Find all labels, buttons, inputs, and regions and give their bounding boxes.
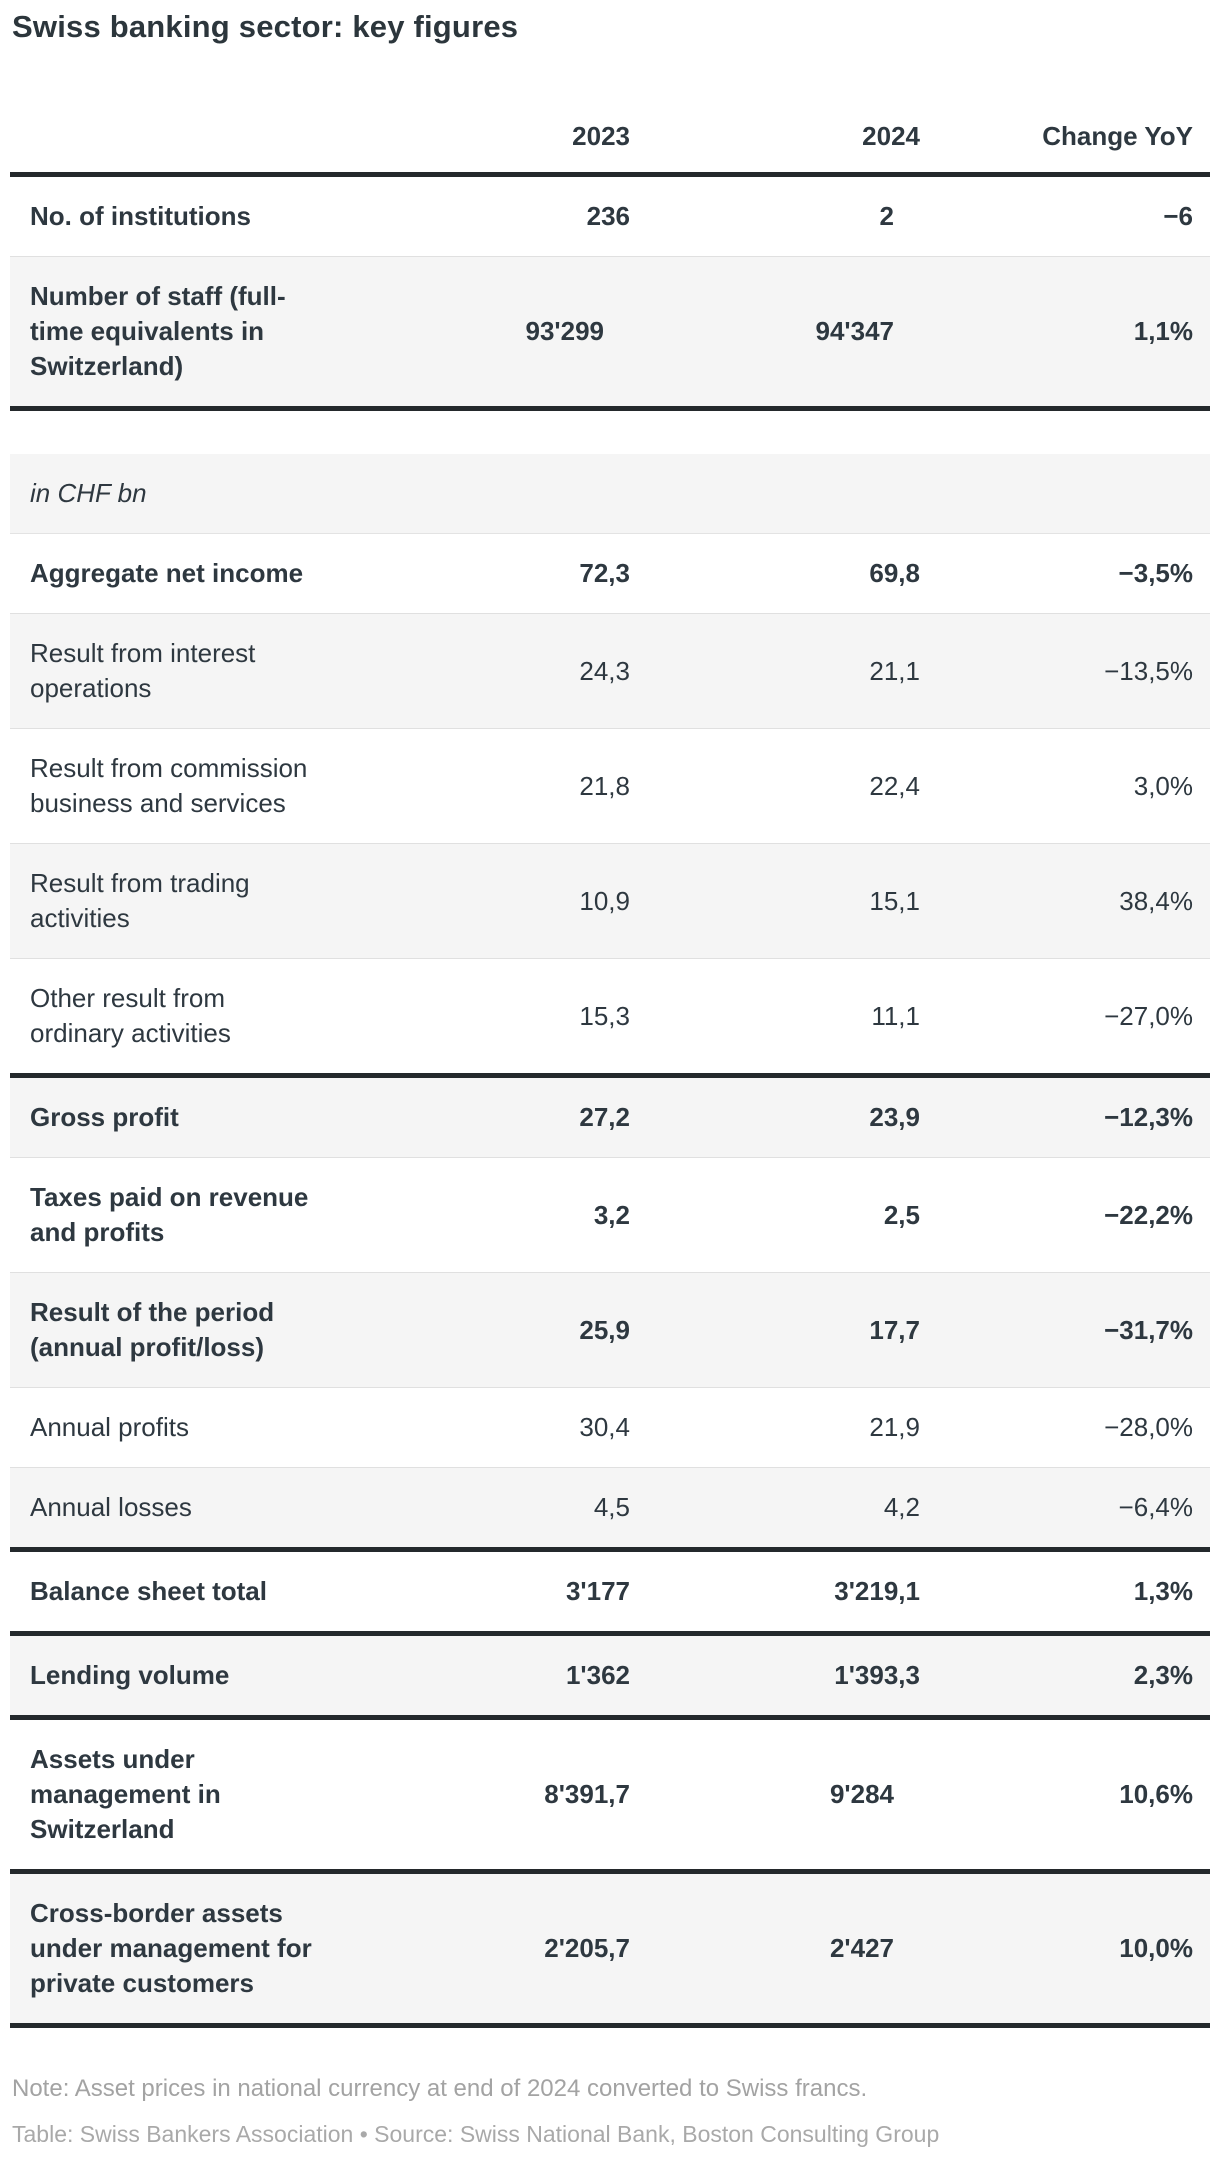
row-label: Gross profit [30, 1102, 179, 1132]
table-row-annual-profits: Annual profits 30,4 21,9 −28,0% [10, 1387, 1210, 1467]
row-label: Annual losses [30, 1492, 192, 1522]
table-row-staff: Number of staff (full- time equivalents … [10, 256, 1210, 411]
table-row-annual-losses: Annual losses 4,5 4,2 −6,4% [10, 1467, 1210, 1552]
col-header-blank [10, 109, 423, 155]
value-yoy: −6 [1163, 201, 1193, 231]
page-title: Swiss banking sector: key figures [12, 9, 519, 44]
row-label: Number of staff (full- time equivalents … [30, 281, 286, 381]
value-2023: 3'177 [565, 1576, 630, 1606]
value-2023: 15,3 [579, 1000, 630, 1031]
value-2024: 22,4 [869, 770, 920, 801]
value-2023: 27,2 [579, 1102, 630, 1132]
value-2023: 8'391,7 [544, 1779, 630, 1809]
value-2024: 9'284 [829, 1779, 894, 1809]
value-yoy: 2,3% [1133, 1660, 1193, 1690]
value-2024: 17,7 [869, 1314, 920, 1345]
section-gap [10, 411, 1210, 454]
row-label: Aggregate net income [30, 558, 304, 588]
value-2024: 1'393,3 [834, 1660, 920, 1690]
value-yoy: −13,5% [1104, 655, 1193, 686]
row-label: Assets under management in Switzerland [30, 1744, 221, 1844]
value-yoy: −22,2% [1104, 1199, 1193, 1230]
value-yoy: −12,3% [1104, 1102, 1193, 1132]
value-2024: 11,1 [871, 1000, 920, 1031]
row-label: Lending volume [30, 1660, 230, 1690]
value-2023: 236 [586, 201, 630, 231]
value-2024: 23,9 [869, 1102, 920, 1132]
value-2024: 94'347 [815, 316, 894, 346]
value-yoy: −31,7% [1104, 1314, 1193, 1345]
table-row-commission-business: Result from commission business and serv… [10, 728, 1210, 843]
value-yoy: 1,3% [1133, 1576, 1193, 1606]
value-2023: 30,4 [579, 1412, 630, 1442]
value-2024: 3'219,1 [834, 1576, 920, 1606]
value-yoy: 1,1% [1133, 316, 1193, 346]
row-label: Result from trading activities [30, 868, 250, 933]
table-row-result-of-period: Result of the period (annual profit/loss… [10, 1272, 1210, 1387]
table-row-balance-sheet-total: Balance sheet total 3'177 3'219,1 1,3% [10, 1552, 1210, 1636]
row-label: Taxes paid on revenue and profits [30, 1182, 309, 1247]
value-yoy: −3,5% [1118, 558, 1193, 588]
value-2023: 93'299 [525, 316, 604, 346]
table-row-institutions: No. of institutions 236 2 −6 [10, 177, 1210, 256]
row-label: Result from commission business and serv… [30, 753, 308, 818]
value-2023: 4,5 [593, 1492, 630, 1522]
value-2023: 72,3 [579, 558, 630, 588]
value-2024: 4,2 [883, 1492, 920, 1522]
value-2024: 2 [879, 201, 894, 231]
row-label: Cross-border assets under management for… [30, 1898, 312, 1998]
key-figures-table: 2023 2024 Change YoY No. of institutions… [10, 91, 1210, 2028]
table-row-lending-volume: Lending volume 1'362 1'393,3 2,3% [10, 1636, 1210, 1720]
value-2023: 21,8 [579, 770, 630, 801]
value-yoy: 10,6% [1119, 1779, 1193, 1809]
value-yoy: −27,0% [1104, 1000, 1193, 1031]
value-2023: 1'362 [565, 1660, 630, 1690]
row-label: Result of the period (annual profit/loss… [30, 1297, 275, 1362]
row-label: Balance sheet total [30, 1576, 267, 1606]
credit-line: Table: Swiss Bankers Association • Sourc… [12, 2121, 940, 2147]
row-label: Annual profits [30, 1412, 189, 1442]
table-row-cross-border-assets: Cross-border assets under management for… [10, 1874, 1210, 2028]
value-yoy: 10,0% [1119, 1933, 1193, 1963]
value-2023: 3,2 [593, 1199, 630, 1230]
value-yoy: 38,4% [1119, 885, 1193, 916]
table-row-aggregate-net-income: Aggregate net income 72,3 69,8 −3,5% [10, 534, 1210, 613]
table-row-gross-profit: Gross profit 27,2 23,9 −12,3% [10, 1073, 1210, 1157]
value-2024: 21,9 [869, 1412, 920, 1442]
row-label: Result from interest operations [30, 638, 256, 703]
unit-band: in CHF bn [10, 454, 1210, 534]
col-header-2024: 2024 [862, 121, 920, 151]
table-row-taxes: Taxes paid on revenue and profits 3,2 2,… [10, 1157, 1210, 1272]
value-2023: 2'205,7 [544, 1933, 630, 1963]
footnote: Note: Asset prices in national currency … [12, 2075, 868, 2102]
col-header-2023: 2023 [572, 121, 630, 151]
table-row-interest-operations: Result from interest operations 24,3 21,… [10, 613, 1210, 728]
col-header-change-yoy: Change YoY [1042, 121, 1193, 151]
unit-label: in CHF bn [30, 478, 147, 508]
table-footer: Note: Asset prices in national currency … [12, 2074, 1210, 2148]
table-row-trading-activities: Result from trading activities 10,9 15,1… [10, 843, 1210, 958]
value-2024: 69,8 [869, 558, 920, 588]
value-2024: 2,5 [883, 1199, 920, 1230]
value-2023: 10,9 [579, 885, 630, 916]
value-2024: 21,1 [869, 655, 920, 686]
table-row-other-ordinary: Other result from ordinary activities 15… [10, 958, 1210, 1073]
row-label: No. of institutions [30, 201, 251, 231]
value-2024: 15,1 [869, 885, 920, 916]
value-yoy: 3,0% [1133, 770, 1193, 801]
value-2023: 24,3 [579, 655, 630, 686]
value-yoy: −28,0% [1104, 1412, 1193, 1442]
value-2024: 2'427 [829, 1933, 894, 1963]
table-row-aum-switzerland: Assets under management in Switzerland 8… [10, 1720, 1210, 1874]
table-header-row: 2023 2024 Change YoY [10, 91, 1210, 177]
value-yoy: −6,4% [1118, 1492, 1193, 1522]
value-2023: 25,9 [579, 1314, 630, 1345]
row-label: Other result from ordinary activities [30, 983, 231, 1048]
